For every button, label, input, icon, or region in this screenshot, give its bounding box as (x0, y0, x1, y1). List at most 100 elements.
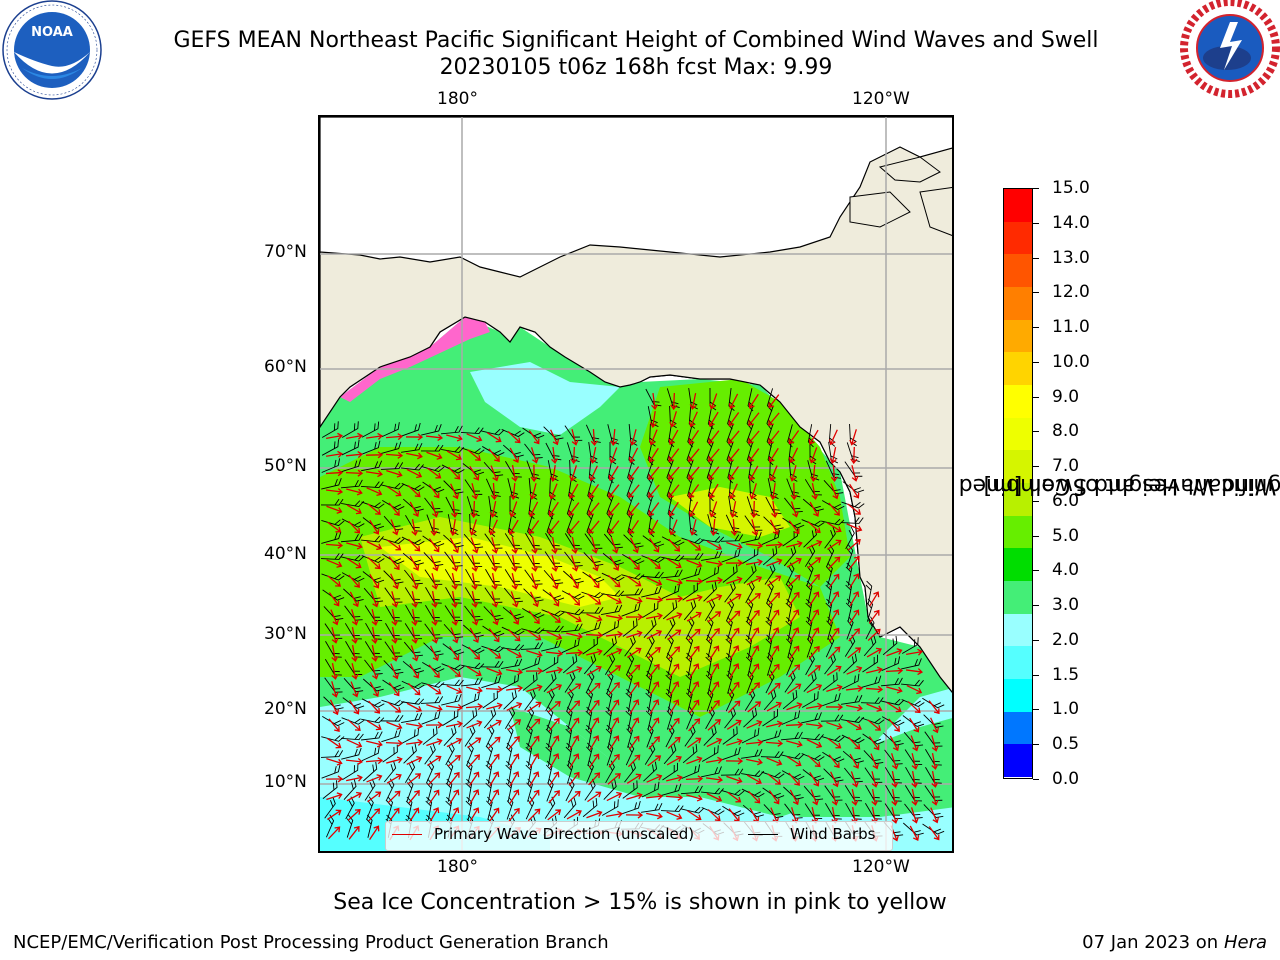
wave-arrow (786, 756, 802, 767)
wind-barb (586, 742, 593, 766)
wind-barb (461, 662, 485, 670)
wind-barb (522, 672, 538, 691)
colorbar-tick-label: 4.0 (1052, 560, 1080, 581)
wave-arrow (688, 430, 700, 445)
wave-arrow (450, 483, 460, 500)
wind-barb (466, 496, 480, 517)
wave-arrow (511, 555, 519, 572)
wave-arrow (568, 520, 580, 534)
wind-barb (601, 619, 620, 636)
wind-barb (405, 796, 413, 820)
colorbar-swatch (1004, 646, 1032, 679)
wave-arrow (568, 700, 581, 714)
wind-barb (842, 481, 865, 493)
wave-arrow (428, 664, 440, 679)
colorbar-swatch (1004, 711, 1032, 745)
wave-arrow (488, 519, 498, 536)
wave-arrow (470, 609, 479, 626)
lon-tick-bottom-120w: 120°W (852, 857, 910, 877)
wind-barb (701, 807, 725, 816)
wave-arrow (568, 502, 580, 517)
wind-barb (703, 581, 717, 602)
wave-arrow (725, 757, 744, 765)
wave-arrow (325, 450, 343, 458)
wind-barb (821, 692, 841, 707)
wave-arrow (788, 645, 800, 660)
colorbar-tick-label: 9.0 (1052, 386, 1080, 407)
wave-arrow (510, 482, 518, 501)
wave-arrow (490, 482, 498, 501)
wave-arrow (351, 609, 359, 626)
wind-barb (783, 545, 797, 567)
wave-arrow (745, 542, 764, 550)
wave-arrow (491, 537, 499, 554)
wind-barb (565, 706, 573, 730)
wave-arrow (346, 488, 363, 496)
wave-arrow (566, 632, 583, 640)
wind-barb (481, 428, 505, 436)
wave-arrow (449, 807, 460, 823)
wave-arrow (788, 591, 800, 606)
wave-arrow (728, 393, 739, 410)
wind-barb (643, 761, 658, 782)
wave-arrow (828, 429, 838, 446)
wave-arrow (590, 428, 598, 447)
wave-arrow (351, 645, 359, 662)
wave-arrow (548, 717, 560, 732)
wave-arrow (569, 465, 578, 482)
wave-arrow (386, 469, 403, 478)
wave-arrow (428, 538, 440, 553)
wave-arrow (747, 701, 762, 713)
wave-arrow (608, 502, 620, 516)
wind-barb (566, 760, 574, 784)
wind-barb (824, 652, 836, 675)
wind-barb (626, 724, 633, 748)
wave-arrow (327, 737, 342, 749)
wind-barb (382, 744, 398, 763)
wind-barb (322, 589, 345, 601)
wind-barb (607, 424, 620, 445)
wind-barb (485, 760, 493, 784)
wave-arrow (507, 719, 522, 731)
wind-barb (445, 742, 455, 766)
wave-arrow (789, 609, 800, 625)
wind-barb (686, 634, 694, 658)
wind-barb (602, 552, 624, 566)
wave-arrow (451, 573, 459, 590)
wave-arrow (786, 540, 803, 548)
wave-arrow (725, 559, 744, 567)
wind-barb (565, 724, 573, 748)
wave-arrow (369, 519, 380, 535)
wind-barb (422, 661, 445, 673)
wind-barb (601, 590, 625, 597)
wind-barb (461, 644, 485, 654)
wave-arrow (707, 611, 722, 623)
wind-barb (483, 606, 504, 621)
wave-arrow (891, 807, 899, 824)
wave-arrow (829, 447, 837, 464)
wave-arrow (771, 500, 779, 518)
legend-item-wave-direction: Primary Wave Direction (unscaled) (392, 825, 694, 843)
wave-arrow (511, 573, 519, 590)
wind-barb (362, 678, 384, 692)
wave-arrow (469, 807, 480, 823)
wave-arrow (649, 537, 660, 553)
wind-barb (340, 479, 363, 489)
wave-arrow (471, 555, 479, 572)
wave-arrow (550, 573, 559, 590)
colorbar-swatch (1004, 482, 1032, 516)
wave-arrow (871, 771, 879, 788)
wave-arrow (531, 555, 539, 572)
wave-arrow (666, 755, 682, 766)
chart-title: GEFS MEAN Northeast Pacific Significant … (173, 28, 1099, 53)
wind-barb (507, 478, 520, 499)
wave-arrow (790, 482, 798, 501)
wave-arrow (346, 739, 363, 749)
wave-arrow (468, 754, 481, 768)
wind-barb (705, 652, 713, 676)
wave-arrow (527, 629, 542, 641)
wave-arrow (466, 720, 483, 729)
wind-barb (901, 699, 925, 707)
wave-arrow (548, 520, 560, 535)
wave-arrow (809, 591, 820, 607)
